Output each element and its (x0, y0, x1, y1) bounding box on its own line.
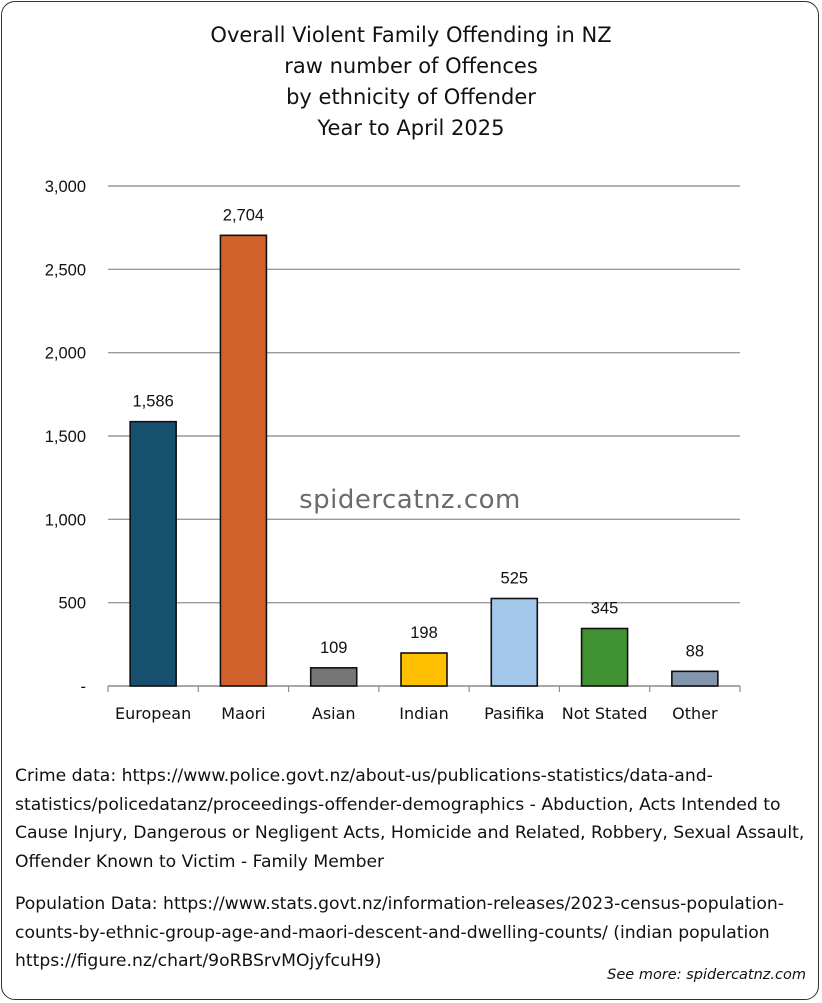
bar (129, 420, 177, 687)
title-line-3: by ethnicity of Offender (286, 85, 536, 109)
data-label: 198 (410, 624, 438, 642)
population-data-note: Population Data: https://www.stats.govt.… (15, 894, 784, 971)
y-tick-label: - (81, 678, 87, 696)
bar (490, 597, 539, 687)
source-notes: Crime data: https://www.police.govt.nz/a… (15, 762, 805, 990)
data-label: 525 (501, 570, 529, 588)
bar-chart: - 500 1,000 1,500 2,000 2,500 3,000 1,586 2,704… (45, 178, 741, 723)
footer-credit: See more: spidercatnz.com (607, 967, 806, 983)
x-tick-label: Not Stated (562, 704, 648, 723)
data-label: 1,586 (132, 393, 173, 411)
data-labels: 1,586 2,704 109 198 525 345 88 (132, 206, 704, 660)
x-tick-label: Pasifika (484, 704, 544, 723)
y-tick-label: 500 (58, 595, 86, 613)
data-label: 2,704 (223, 206, 264, 224)
title-line-4: Year to April 2025 (317, 116, 505, 140)
y-tick-label: 1,000 (45, 511, 86, 529)
y-tick-label: 1,500 (45, 428, 86, 446)
x-tick-label: Indian (399, 704, 448, 723)
title-line-2: raw number of Offences (284, 54, 538, 78)
bar (219, 234, 268, 687)
data-label: 109 (320, 639, 348, 657)
bar (400, 652, 448, 687)
data-label: 345 (591, 600, 619, 618)
bar (309, 667, 358, 687)
bar (671, 670, 719, 687)
y-axis-ticks: - 500 1,000 1,500 2,000 2,500 3,000 (45, 178, 86, 696)
title-line-1: Overall Violent Family Offending in NZ (210, 23, 612, 47)
chart-title: Overall Violent Family Offending in NZ r… (0, 20, 822, 144)
x-tick-label: European (115, 704, 191, 723)
gridlines (107, 185, 741, 692)
x-axis-ticks: European Maori Asian Indian Pasifika Not Stat… (115, 704, 718, 723)
x-tick-label: Other (672, 704, 718, 723)
watermark-text: spidercatnz.com (299, 485, 521, 515)
x-tick-label: Asian (312, 704, 356, 723)
bar (580, 627, 629, 687)
crime-data-note: Crime data: https://www.police.govt.nz/a… (15, 766, 805, 872)
y-tick-label: 2,500 (45, 261, 86, 279)
y-tick-label: 3,000 (45, 178, 86, 196)
data-label: 88 (686, 642, 704, 660)
y-tick-label: 2,000 (45, 345, 86, 363)
bars (129, 234, 719, 687)
x-tick-label: Maori (221, 704, 265, 723)
